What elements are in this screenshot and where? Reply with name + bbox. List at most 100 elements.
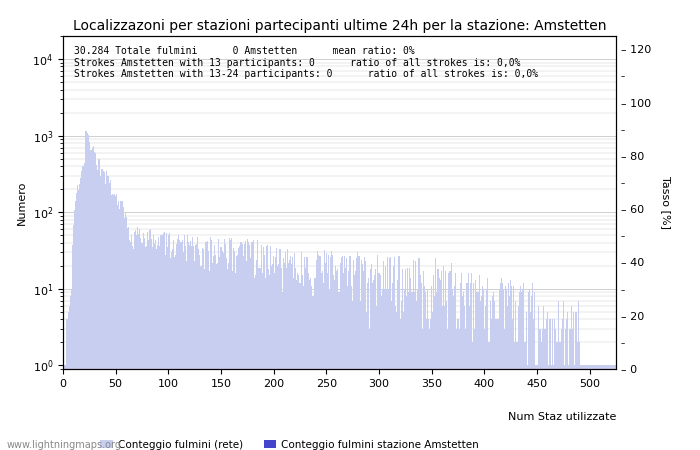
Bar: [83, 163, 85, 450]
Bar: [276, 248, 277, 450]
Bar: [192, 237, 193, 450]
Bar: [294, 253, 295, 450]
Bar: [248, 242, 249, 450]
Bar: [79, 184, 81, 450]
Bar: [98, 158, 99, 450]
Bar: [513, 286, 514, 450]
Bar: [211, 240, 212, 450]
Bar: [577, 342, 578, 450]
Bar: [136, 235, 137, 450]
Bar: [199, 255, 200, 450]
Bar: [381, 296, 382, 450]
Bar: [566, 320, 567, 450]
Bar: [458, 329, 460, 450]
Bar: [247, 239, 248, 450]
Bar: [244, 243, 245, 450]
Bar: [555, 329, 556, 450]
Bar: [350, 256, 351, 450]
Bar: [506, 289, 507, 450]
Bar: [550, 320, 551, 450]
Bar: [186, 261, 187, 450]
Bar: [347, 286, 348, 450]
Bar: [406, 296, 407, 450]
Bar: [289, 260, 290, 450]
Bar: [564, 365, 565, 450]
Bar: [388, 289, 389, 450]
Bar: [498, 289, 500, 450]
Bar: [220, 247, 221, 450]
Bar: [608, 365, 609, 450]
Bar: [223, 239, 225, 450]
Bar: [134, 232, 135, 450]
Bar: [615, 365, 617, 450]
Bar: [586, 365, 587, 450]
Bar: [527, 365, 528, 450]
Bar: [385, 266, 386, 450]
Bar: [426, 320, 427, 450]
Bar: [88, 135, 89, 450]
Bar: [162, 234, 164, 450]
Bar: [241, 243, 243, 450]
Bar: [329, 289, 330, 450]
Bar: [356, 258, 358, 450]
Bar: [371, 264, 372, 450]
Bar: [500, 278, 502, 450]
Bar: [235, 273, 237, 450]
Bar: [115, 196, 116, 450]
Bar: [556, 342, 557, 450]
Bar: [106, 176, 108, 450]
Bar: [588, 365, 589, 450]
Bar: [496, 320, 498, 450]
Bar: [579, 342, 580, 450]
Bar: [137, 227, 139, 450]
Bar: [336, 271, 337, 450]
Bar: [295, 268, 296, 450]
Bar: [538, 329, 540, 450]
Bar: [449, 271, 450, 450]
Bar: [268, 270, 269, 450]
Bar: [575, 312, 577, 450]
Bar: [571, 306, 573, 450]
Bar: [369, 329, 370, 450]
Bar: [286, 268, 287, 450]
Bar: [354, 275, 356, 450]
Bar: [365, 261, 366, 450]
Bar: [419, 275, 421, 450]
Bar: [275, 257, 276, 450]
Bar: [319, 256, 321, 450]
Bar: [188, 242, 189, 450]
Bar: [367, 283, 368, 450]
Bar: [596, 365, 598, 450]
Bar: [288, 263, 289, 450]
Bar: [221, 251, 223, 450]
Bar: [232, 271, 233, 450]
Bar: [436, 292, 438, 450]
Bar: [69, 306, 70, 450]
Bar: [505, 286, 506, 450]
Bar: [215, 255, 216, 450]
Bar: [149, 230, 150, 450]
Bar: [524, 342, 525, 450]
Bar: [460, 283, 461, 450]
Bar: [258, 268, 260, 450]
Bar: [545, 329, 546, 450]
Bar: [304, 268, 306, 450]
Bar: [325, 263, 326, 450]
Bar: [570, 329, 571, 450]
Bar: [491, 320, 492, 450]
Bar: [412, 292, 413, 450]
Bar: [364, 257, 365, 450]
Bar: [348, 271, 349, 450]
Bar: [129, 239, 130, 450]
Bar: [394, 257, 395, 450]
Bar: [306, 257, 307, 450]
Bar: [433, 275, 434, 450]
Bar: [246, 261, 247, 450]
Bar: [603, 365, 604, 450]
Y-axis label: Tasso [%]: Tasso [%]: [661, 176, 671, 229]
Bar: [128, 227, 129, 450]
Bar: [344, 256, 345, 450]
Bar: [293, 278, 294, 450]
Bar: [233, 248, 235, 450]
Bar: [323, 250, 325, 450]
